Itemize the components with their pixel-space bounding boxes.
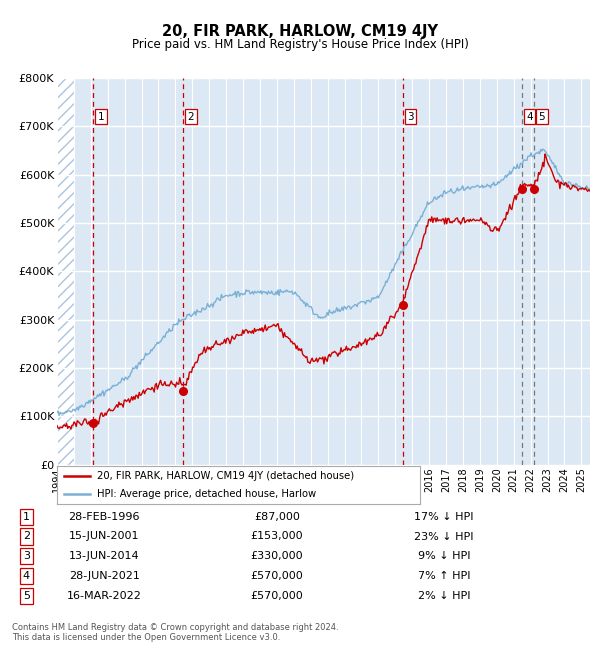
- Text: £153,000: £153,000: [251, 532, 303, 541]
- Text: 5: 5: [538, 112, 545, 122]
- Text: 1: 1: [23, 512, 30, 522]
- Text: 28-JUN-2021: 28-JUN-2021: [69, 571, 140, 581]
- Text: 1: 1: [98, 112, 104, 122]
- Text: 5: 5: [23, 591, 30, 601]
- Text: Price paid vs. HM Land Registry's House Price Index (HPI): Price paid vs. HM Land Registry's House …: [131, 38, 469, 51]
- Text: 3: 3: [407, 112, 414, 122]
- Text: 20, FIR PARK, HARLOW, CM19 4JY: 20, FIR PARK, HARLOW, CM19 4JY: [162, 24, 438, 39]
- Text: 2: 2: [187, 112, 194, 122]
- Text: 2: 2: [23, 532, 30, 541]
- Text: 2% ↓ HPI: 2% ↓ HPI: [418, 591, 470, 601]
- Text: HPI: Average price, detached house, Harlow: HPI: Average price, detached house, Harl…: [97, 489, 316, 499]
- Text: 15-JUN-2001: 15-JUN-2001: [69, 532, 139, 541]
- Text: 13-JUN-2014: 13-JUN-2014: [69, 551, 139, 562]
- Text: £570,000: £570,000: [251, 571, 304, 581]
- Text: 20, FIR PARK, HARLOW, CM19 4JY (detached house): 20, FIR PARK, HARLOW, CM19 4JY (detached…: [97, 471, 354, 481]
- Text: £330,000: £330,000: [251, 551, 303, 562]
- Text: 9% ↓ HPI: 9% ↓ HPI: [418, 551, 470, 562]
- Text: 17% ↓ HPI: 17% ↓ HPI: [414, 512, 474, 522]
- Text: 23% ↓ HPI: 23% ↓ HPI: [414, 532, 474, 541]
- Text: 4: 4: [526, 112, 533, 122]
- Text: 16-MAR-2022: 16-MAR-2022: [67, 591, 142, 601]
- Text: Contains HM Land Registry data © Crown copyright and database right 2024.
This d: Contains HM Land Registry data © Crown c…: [12, 623, 338, 642]
- Text: 4: 4: [23, 571, 30, 581]
- Text: 3: 3: [23, 551, 30, 562]
- Text: 7% ↑ HPI: 7% ↑ HPI: [418, 571, 470, 581]
- Text: 28-FEB-1996: 28-FEB-1996: [68, 512, 140, 522]
- Text: £87,000: £87,000: [254, 512, 300, 522]
- Polygon shape: [57, 78, 74, 465]
- Text: £570,000: £570,000: [251, 591, 304, 601]
